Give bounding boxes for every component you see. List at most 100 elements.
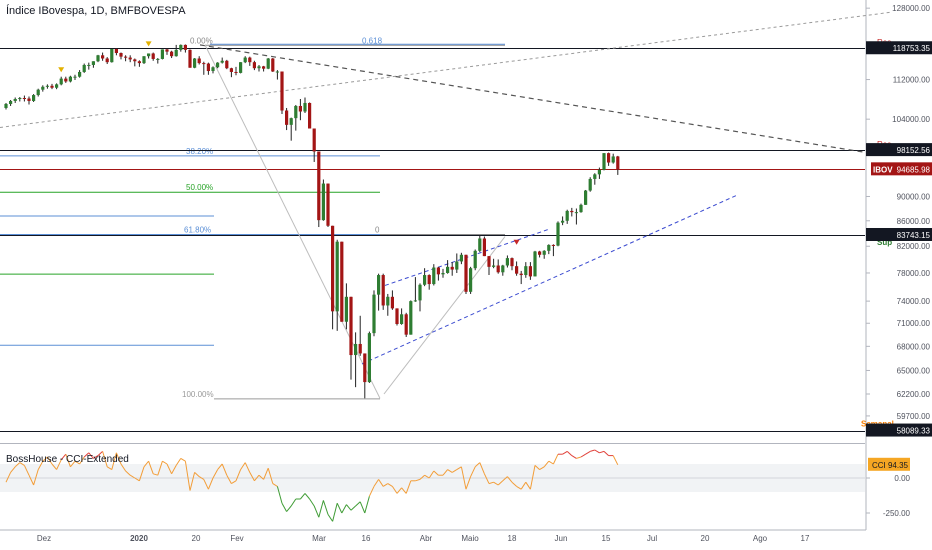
time-axis[interactable]: Dez 2020 20 Fev Mar 16 Abr Maio 18 Jun 15 Jul 20 Ago 1… xyxy=(37,534,810,543)
candle-body xyxy=(335,241,339,312)
candle-body xyxy=(124,56,128,58)
price-tag-value: 83743.15 xyxy=(897,231,931,240)
candle-body xyxy=(492,265,496,267)
time-tick-label: 16 xyxy=(362,534,371,543)
cci-segment xyxy=(594,449,600,454)
candle-body xyxy=(234,71,238,73)
price-tag-value: 98152.56 xyxy=(897,146,931,155)
candle-body xyxy=(216,62,220,68)
cci-segment xyxy=(474,462,481,468)
candle-body xyxy=(50,85,54,88)
time-tick-label: 2020 xyxy=(130,534,148,543)
cci-segment xyxy=(428,470,435,479)
cci-segment xyxy=(341,504,347,514)
price-tick-label: 90000.00 xyxy=(897,192,931,201)
candle-body xyxy=(395,308,399,325)
time-tick-label: Dez xyxy=(37,534,51,543)
candle-body xyxy=(202,63,206,65)
cci-segment xyxy=(552,453,559,465)
price-tick-label: 68000.00 xyxy=(897,342,931,351)
cci-segment xyxy=(115,452,122,465)
price-tag-value: 94685.98 xyxy=(897,165,931,174)
cci-segment xyxy=(576,456,582,459)
cci-segment xyxy=(129,474,136,479)
time-tick-label: 20 xyxy=(701,534,710,543)
cci-segment xyxy=(102,451,108,467)
price-tick-label: 82000.00 xyxy=(897,242,931,251)
cci-segment xyxy=(93,455,99,459)
candle-body xyxy=(271,58,275,72)
cci-segment xyxy=(143,460,149,468)
candle-body xyxy=(547,244,551,251)
candle-body xyxy=(358,343,362,354)
time-tick-label: 15 xyxy=(602,534,611,543)
cci-segment xyxy=(203,479,209,490)
cci-segment xyxy=(79,456,85,465)
cci-segment xyxy=(125,470,131,476)
candle-body xyxy=(551,244,555,246)
candle-body xyxy=(91,61,95,65)
candle-body xyxy=(510,258,514,267)
cci-segment xyxy=(346,504,352,511)
cci-segment xyxy=(447,469,453,473)
candle-body xyxy=(248,57,252,63)
cci-segment xyxy=(207,477,214,490)
cci-segment xyxy=(180,457,186,462)
candle-body xyxy=(308,102,312,129)
cci-segment xyxy=(83,452,90,458)
price-tag xyxy=(866,143,932,157)
candle-body xyxy=(147,53,151,57)
candle-body xyxy=(45,85,49,87)
cci-segment xyxy=(134,477,140,482)
cci-segment xyxy=(290,498,297,507)
cci-segment xyxy=(46,456,53,465)
cci-segment xyxy=(359,501,366,514)
cci-segment xyxy=(198,476,205,480)
candle-body xyxy=(317,151,321,221)
cci-segment xyxy=(88,452,94,459)
cci-segment xyxy=(28,474,35,486)
cci-segment xyxy=(37,460,44,470)
candle-body xyxy=(381,275,385,306)
cci-segment xyxy=(254,474,260,482)
cci-segment xyxy=(60,453,67,461)
cci-segment xyxy=(350,505,356,511)
candle-body xyxy=(542,250,546,255)
candle-body xyxy=(229,68,233,72)
candle-body xyxy=(482,238,486,257)
ascending-trendline xyxy=(0,11,891,128)
time-tick-label: Maio xyxy=(461,534,479,543)
cci-segment xyxy=(249,472,255,482)
candle-body xyxy=(27,98,31,101)
signal-triangle-icon xyxy=(58,67,65,73)
cci-segment xyxy=(364,496,370,514)
candle-body xyxy=(36,89,40,96)
price-axis[interactable]: 128000.00 118753.35 112000.00 104000.00 9815… xyxy=(866,4,932,518)
cci-segment xyxy=(166,463,173,475)
candle-body xyxy=(432,267,436,285)
price-tick-label: 62200.00 xyxy=(897,390,931,399)
price-tick-label: 104000.00 xyxy=(892,115,930,124)
candle-body xyxy=(243,57,247,63)
cci-segment xyxy=(488,481,494,485)
candle-body xyxy=(427,275,431,285)
candle-body xyxy=(174,49,178,57)
cci-segment xyxy=(548,460,554,465)
candle-body xyxy=(331,225,335,312)
time-tick-label: Mar xyxy=(312,534,326,543)
chart-title: Índice IBovespa, 1D, BMFBOVESPA xyxy=(6,5,186,17)
price-tick-label: 74000.00 xyxy=(897,297,931,306)
cci-segment xyxy=(419,474,425,480)
time-tick-label: 20 xyxy=(192,534,201,543)
candle-body xyxy=(533,251,537,277)
cci-segment xyxy=(10,466,16,473)
cci-badge xyxy=(868,457,910,471)
candle-body xyxy=(423,275,427,285)
candle-body xyxy=(312,128,316,152)
candle-body xyxy=(285,110,289,125)
fib-label: 100.00% xyxy=(182,390,214,399)
cci-segment xyxy=(612,455,619,466)
cci-segment xyxy=(263,468,269,480)
cci-segment xyxy=(571,455,577,459)
cci-segment xyxy=(286,505,292,512)
